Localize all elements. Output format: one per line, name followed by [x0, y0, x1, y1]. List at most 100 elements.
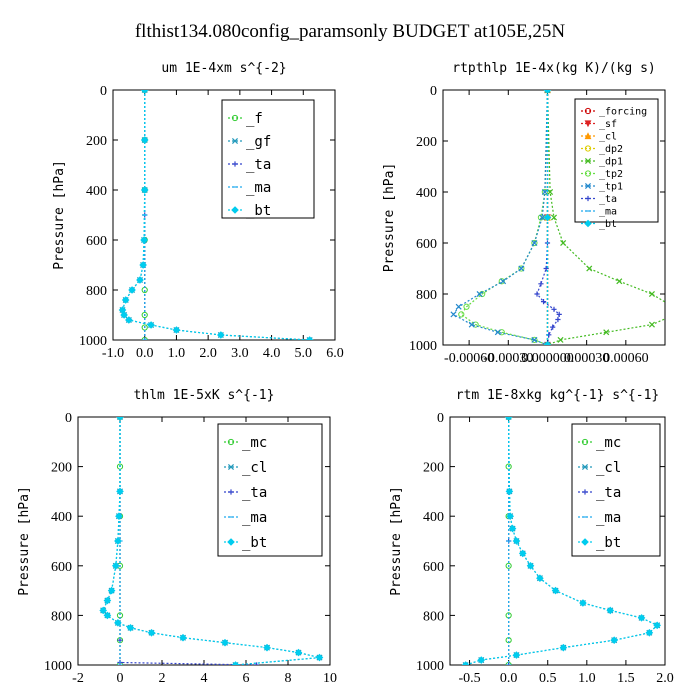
legend-marker [584, 182, 592, 190]
data-point [505, 562, 512, 569]
x-tick-label: 6.0 [326, 346, 344, 361]
y-tick-label: 0 [100, 84, 107, 99]
data-point [505, 487, 514, 496]
data-point [555, 316, 561, 323]
legend-marker [231, 137, 239, 145]
data-point [506, 662, 512, 665]
panel-title: rtpthlp 1E-4x(kg K)/(kg s) [452, 61, 656, 76]
data-point [103, 596, 112, 605]
legend-marker [584, 170, 592, 177]
x-tick-label: 1.0 [168, 346, 186, 361]
legend: _mc _cl _ta _ma _bt [217, 423, 323, 557]
panel-title: um 1E-4xm s^{-2} [161, 61, 286, 76]
data-point [294, 648, 303, 657]
legend-marker [585, 195, 591, 202]
y-tick-label: 1000 [416, 659, 444, 674]
legend-label: _ta [596, 485, 621, 501]
data-point [547, 188, 554, 196]
data-point [111, 561, 120, 570]
data-point [114, 537, 122, 545]
x-tick-label: -0.5 [458, 671, 480, 686]
legend-label: _dp2 [599, 144, 623, 155]
legend-marker [227, 438, 235, 446]
data-point [500, 278, 507, 285]
plot-frame [112, 89, 336, 341]
data-point [476, 290, 483, 298]
legend: _f _gf _ta _ma _bt [221, 99, 315, 219]
x-tick-label: 1.5 [617, 671, 635, 686]
series-group [118, 90, 314, 340]
y-tick-label: 0 [437, 411, 444, 426]
x-tick-label: -2 [72, 671, 84, 686]
data-point [537, 214, 545, 221]
data-point [551, 586, 560, 595]
data-point [128, 286, 136, 294]
data-point [559, 643, 568, 652]
y-tick-label: 200 [86, 134, 107, 149]
x-tick-label: 3.0 [231, 346, 249, 361]
data-point [463, 303, 470, 310]
y-tick-label: 400 [51, 510, 72, 525]
x-tick-label: 2.0 [656, 671, 674, 686]
y-tick-label: 400 [86, 184, 107, 199]
data-point [540, 299, 547, 305]
data-point [140, 236, 148, 244]
plot-frame [449, 416, 666, 666]
data-point [116, 417, 124, 421]
panel-1: um 1E-4xm s^{-2} Pressure [hPa] 0 200 400 600… [52, 61, 344, 361]
x-tick-label: 0.0 [500, 671, 518, 686]
plot-frame [442, 89, 666, 346]
legend-label: _sf [599, 119, 617, 130]
data-point [147, 628, 156, 637]
y-tick-label: 800 [51, 609, 72, 624]
legend-label: _bt [599, 219, 617, 230]
y-tick-label: 800 [416, 288, 437, 303]
data-point [121, 296, 130, 304]
data-point [518, 265, 525, 272]
data-point [221, 638, 229, 647]
data-point [231, 661, 240, 665]
data-point [637, 614, 646, 622]
panel-3: thlm 1E-5xK s^{-1} Pressure [hPa] 0 200 400 6… [17, 388, 337, 686]
data-point [536, 574, 544, 583]
legend-marker [584, 219, 592, 228]
x-tick-label: 0.000000 [521, 351, 574, 366]
data-point [506, 512, 515, 521]
data-point [616, 278, 623, 285]
panel-title: rtm 1E-8xkg kg^{-1} s^{-1} [456, 388, 660, 403]
data-point [606, 606, 615, 615]
y-tick-label: 600 [86, 234, 107, 249]
data-point [140, 186, 149, 194]
data-point [263, 643, 271, 652]
legend-box [571, 423, 661, 557]
legend-marker [231, 206, 239, 214]
data-point [543, 213, 552, 222]
data-point [141, 311, 148, 319]
x-tick-label: 0.00060 [603, 351, 649, 366]
legend-label: _cl [599, 132, 617, 143]
legend-label: _f [246, 111, 263, 127]
legend-label: _mc [242, 435, 267, 451]
legend-label: _tp2 [599, 169, 623, 180]
data-point [172, 326, 181, 334]
data-point [468, 321, 475, 328]
data-point [136, 276, 144, 284]
y-tick-label: 800 [423, 609, 444, 624]
panel-title: thlm 1E-5xK s^{-1} [134, 388, 275, 403]
data-point [543, 90, 552, 94]
data-point [116, 487, 124, 496]
legend: _forcing_sf _cl_dp2 _dp1_tp2 _tp1_ta _ma_bt [574, 98, 659, 230]
data-point [498, 329, 505, 336]
data-point [253, 662, 260, 665]
y-tick-label: 400 [423, 510, 444, 525]
legend-label: _ma [246, 180, 271, 196]
y-tick-label: 600 [51, 560, 72, 575]
legend-marker [231, 114, 239, 122]
x-tick-label: -0.00030 [483, 351, 533, 366]
legend-marker [584, 145, 592, 152]
legend-label: _ta [242, 485, 267, 501]
data-point [534, 291, 540, 297]
data-point [115, 512, 123, 521]
legend-label: _mc [596, 435, 621, 451]
data-point [512, 651, 521, 659]
